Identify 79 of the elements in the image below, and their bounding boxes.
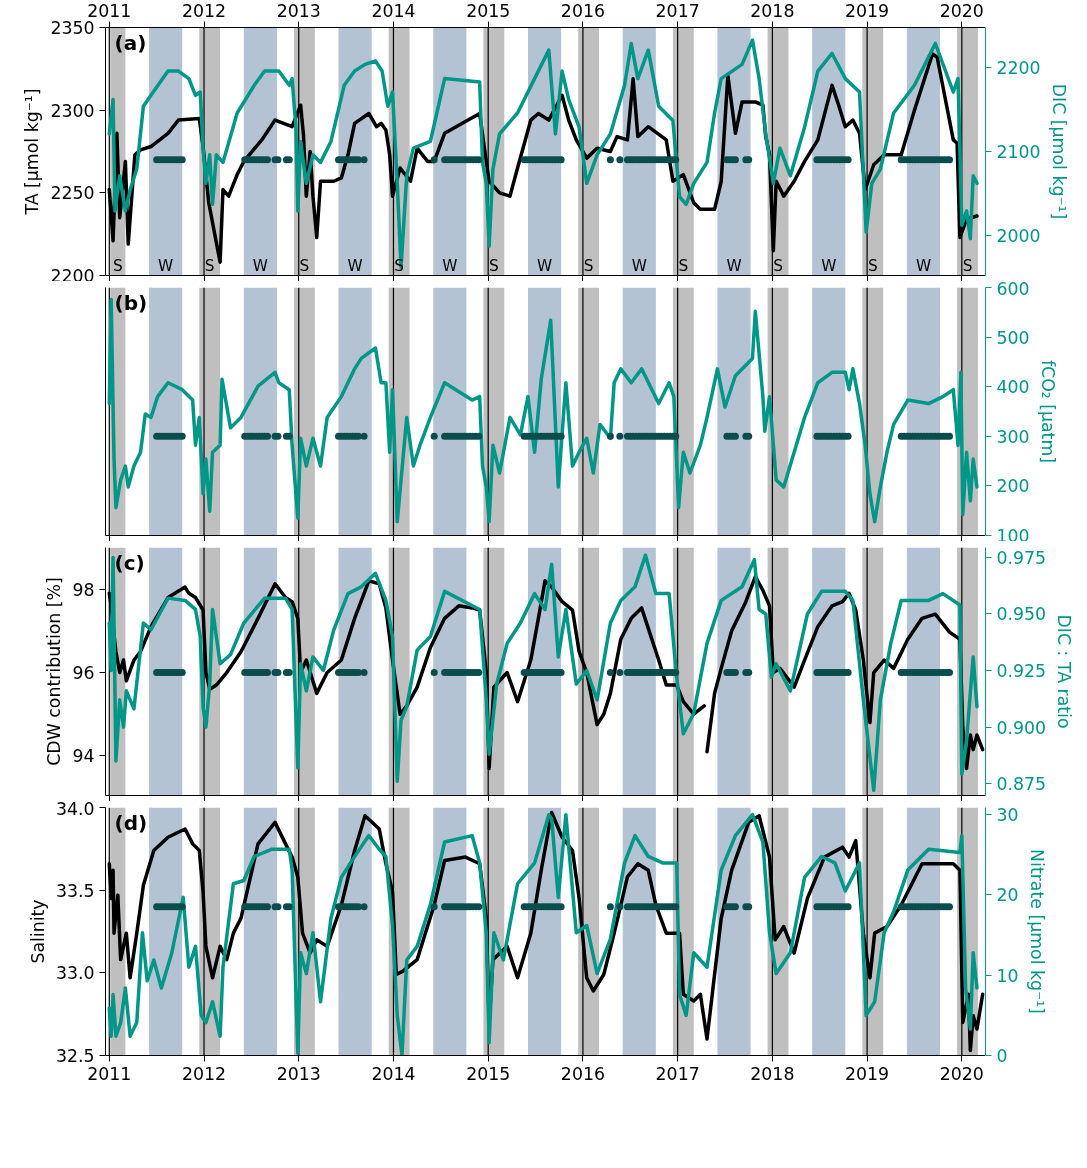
band-label: S	[583, 256, 594, 275]
band-label: W	[442, 256, 458, 275]
y-tick-label: 34.0	[55, 798, 95, 819]
band-label: S	[867, 256, 878, 275]
x-tick-label: 2016	[560, 1063, 605, 1084]
y2-tick-label: 0.900	[996, 717, 1047, 738]
y-tick-label: 2250	[50, 183, 95, 204]
x2-tick-label: 2014	[371, 0, 416, 21]
y2-tick-label: 300	[996, 426, 1030, 447]
y2-tick-label: 0	[996, 1046, 1008, 1066]
y2-axis-title: fCO₂ [μatm]	[1037, 359, 1058, 464]
y-tick-label: 2200	[50, 265, 95, 286]
y2-tick-label: 0.975	[996, 547, 1047, 568]
y-axis-title: Salinity	[27, 899, 48, 964]
y2-axis-title: DIC : TA ratio	[1054, 614, 1075, 729]
y2-tick-label: 0.925	[996, 660, 1047, 681]
y-tick-label: 32.5	[55, 1046, 95, 1066]
x-tick-label: 2013	[276, 1063, 321, 1084]
y2-tick-label: 0.950	[996, 604, 1047, 625]
band-label: S	[678, 256, 689, 275]
band-label: S	[394, 256, 405, 275]
y-tick-label: 33.0	[55, 963, 95, 984]
band-label: W	[915, 256, 932, 275]
y2-tick-label: 500	[996, 327, 1030, 348]
band-label: W	[631, 256, 647, 275]
x-tick-label: 2020	[939, 1063, 984, 1084]
y-tick-label: 2350	[50, 18, 95, 38]
y2-axis-title: DIC [μmol kg⁻¹]	[1048, 83, 1069, 220]
band-label: S	[112, 256, 123, 275]
band-label: S	[204, 256, 215, 275]
band-label: W	[821, 256, 837, 275]
y2-tick-label: 10	[996, 965, 1019, 986]
y-axis-title: CDW contribution [%]	[44, 577, 65, 766]
y2-tick-label: 2100	[996, 142, 1041, 162]
x-tick-label: 2012	[181, 1063, 227, 1084]
y2-tick-label: 600	[996, 278, 1030, 299]
band-label: W	[347, 256, 363, 275]
band-label: S	[773, 256, 783, 275]
y-tick-label: 2300	[50, 100, 95, 121]
x2-tick-label: 2011	[87, 0, 132, 21]
y-tick-label: 96	[72, 663, 95, 684]
x2-tick-label: 2019	[845, 0, 890, 21]
y-tick-label: 33.5	[55, 880, 95, 901]
band-label: S	[962, 256, 973, 275]
band-label: W	[252, 256, 268, 275]
x-tick-label: 2011	[87, 1063, 132, 1084]
x-tick-label: 2015	[466, 1063, 511, 1084]
x2-tick-label: 2017	[655, 0, 700, 21]
y2-axis-title: Nitrate [μmol kg⁻¹]	[1026, 849, 1047, 1014]
y-axis-title: TA [μmol kg⁻¹]	[22, 88, 43, 216]
y2-tick-label: 2200	[996, 58, 1041, 79]
y-tick-label: 98	[72, 579, 95, 600]
band-label: S	[299, 256, 310, 275]
x-tick-label: 2017	[655, 1063, 700, 1084]
y-tick-label: 94	[72, 746, 95, 767]
x-tick-label: 2019	[845, 1063, 890, 1084]
x-tick-label: 2018	[750, 1063, 795, 1084]
annotation: (a)	[114, 30, 147, 55]
x2-tick-label: 2018	[750, 0, 795, 21]
x2-tick-label: 2013	[276, 0, 321, 21]
x2-tick-label: 2020	[939, 0, 984, 21]
x-tick-label: 2014	[371, 1063, 416, 1084]
y2-tick-label: 400	[996, 377, 1030, 398]
y2-tick-label: 30	[996, 805, 1019, 826]
band-label: W	[726, 256, 742, 275]
band-label: W	[158, 256, 174, 275]
y2-tick-label: 2000	[996, 225, 1041, 246]
x2-tick-label: 2015	[466, 0, 511, 21]
x2-tick-label: 2012	[181, 0, 227, 21]
annotation: (d)	[114, 810, 148, 835]
y2-tick-label: 20	[996, 885, 1019, 906]
y2-tick-label: 200	[996, 476, 1030, 497]
band-label: W	[536, 256, 553, 275]
y2-tick-label: 0.875	[996, 774, 1047, 795]
y2-tick-label: 100	[996, 525, 1030, 546]
band-label: S	[489, 256, 499, 275]
annotation: (b)	[114, 290, 148, 315]
annotation: (c)	[114, 550, 145, 575]
x2-tick-label: 2016	[560, 0, 605, 21]
